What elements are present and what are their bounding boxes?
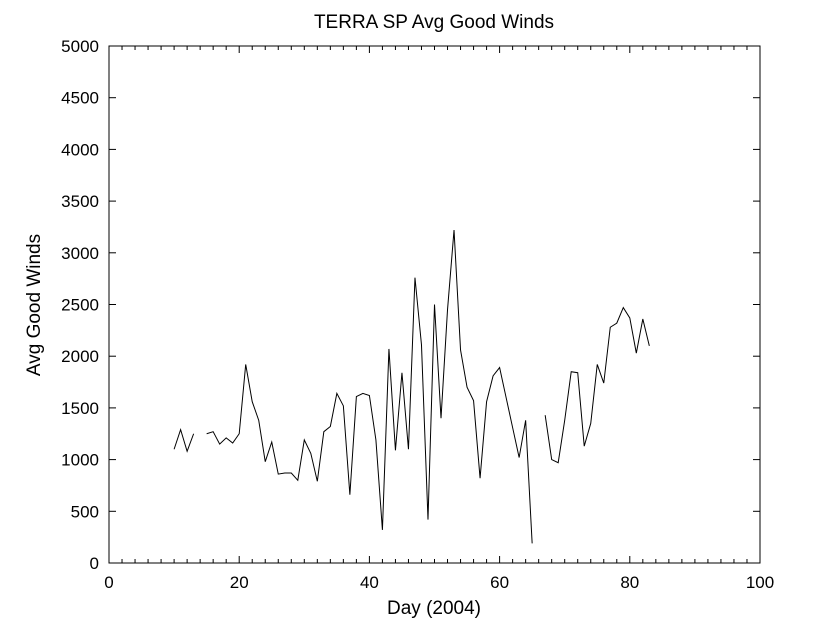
y-tick-label: 4500 [61, 89, 99, 108]
x-axis-label: Day (2004) [387, 598, 481, 619]
y-axis-label: Avg Good Winds [24, 234, 45, 376]
x-tick-label: 100 [746, 573, 774, 592]
series-line-segment-1 [173, 427, 195, 453]
x-tick-label: 60 [490, 573, 509, 592]
axis-ticks [109, 46, 760, 563]
y-tick-label: 2000 [61, 347, 99, 366]
x-tick-label: 80 [620, 573, 639, 592]
chart-title: TERRA SP Avg Good Winds [314, 12, 554, 33]
series-line-segment-2 [206, 230, 533, 544]
y-tick-label: 3500 [61, 192, 99, 211]
y-tick-label: 1500 [61, 399, 99, 418]
x-tick-label: 0 [104, 573, 113, 592]
x-tick-label: 20 [230, 573, 249, 592]
series-line-segment-3 [544, 306, 650, 464]
y-tick-label: 1000 [61, 451, 99, 470]
y-tick-labels: 0 500 1000 1500 2000 2500 3000 3500 4000 4500 5000 [61, 37, 99, 573]
y-tick-label: 5000 [61, 37, 99, 56]
y-tick-label: 0 [90, 554, 99, 573]
series-lines [173, 230, 650, 544]
x-tick-label: 40 [360, 573, 379, 592]
y-tick-label: 2500 [61, 296, 99, 315]
y-tick-label: 3000 [61, 244, 99, 263]
y-tick-label: 500 [71, 502, 99, 521]
y-tick-label: 4000 [61, 140, 99, 159]
x-tick-labels: 0 20 40 60 80 100 [104, 573, 774, 592]
